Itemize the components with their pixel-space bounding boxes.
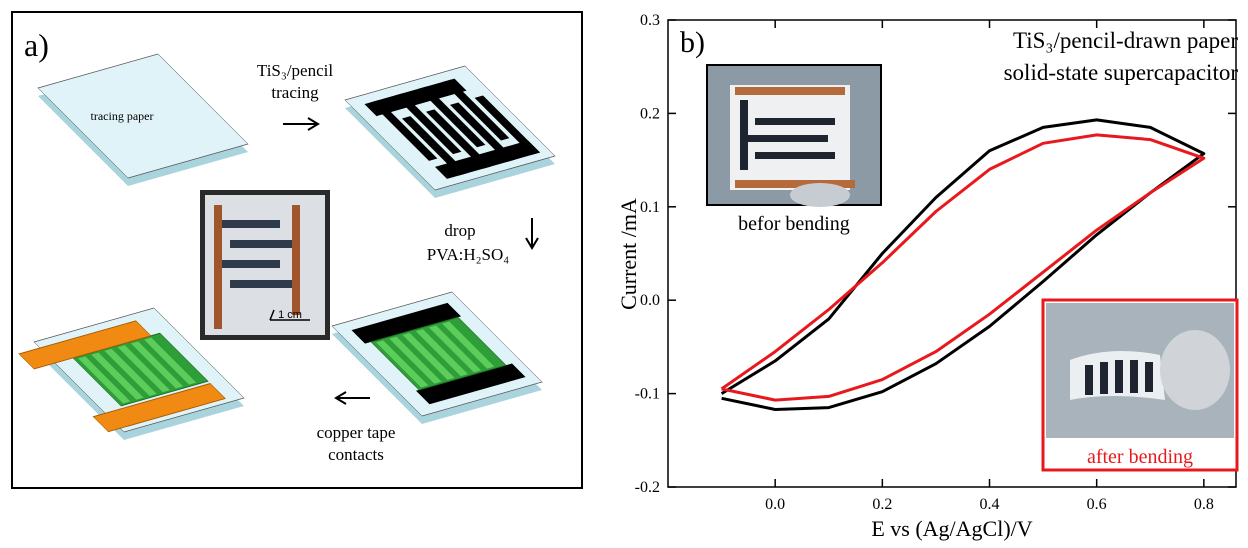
y-tick-label: -0.2 (635, 479, 660, 496)
legend-label: befor bending (738, 213, 850, 235)
inset-after: after bending (1043, 300, 1237, 470)
step-text: drop (444, 221, 475, 240)
step-text: contacts (328, 445, 384, 464)
panel-label: b) (680, 26, 705, 59)
chart-title: TiS₃/pencil-drawn paper (1013, 28, 1238, 53)
y-tick-label: 0.2 (640, 105, 660, 122)
x-axis-title: E vs (Ag/AgCl)/V (871, 516, 1032, 541)
x-tick-label: 0.6 (1087, 496, 1107, 513)
y-tick-label: 0.3 (640, 12, 660, 29)
legend-label: after bending (1087, 446, 1193, 468)
y-axis-title: Current /mA (616, 198, 641, 310)
y-tick-label: 0.0 (640, 292, 660, 309)
x-tick-label: 0.8 (1194, 496, 1214, 513)
step-text: TiS₃/pencil (257, 61, 333, 80)
x-tick-label: 0.4 (980, 496, 1000, 513)
figure: a) tracing paper TiS₃/pencil tracing dro… (0, 0, 1248, 548)
chart-title: solid-state supercapacitor (1004, 60, 1239, 85)
y-tick-label: -0.1 (635, 386, 660, 403)
panel-label: a) (24, 27, 49, 63)
inset-before: befor bending (706, 64, 882, 240)
y-tick-label: 0.1 (640, 199, 660, 216)
scale-bar-label: 1 cm (278, 309, 302, 321)
step-text: PVA:H₂SO₄ (427, 245, 509, 264)
panel-a: a) tracing paper TiS₃/pencil tracing dro… (12, 12, 582, 488)
x-tick-label: 0.2 (872, 496, 892, 513)
step-text: tracing (271, 83, 319, 102)
step-text: copper tape (317, 423, 396, 442)
substrate-label: tracing paper (91, 109, 154, 123)
x-tick-label: 0.0 (765, 496, 785, 513)
